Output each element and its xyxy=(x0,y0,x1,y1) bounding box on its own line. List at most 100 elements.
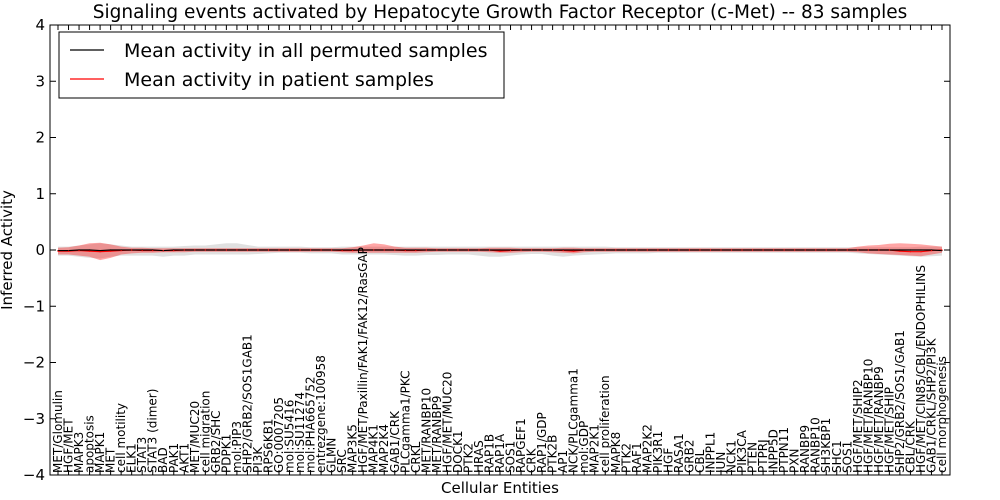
x-tick-label: HGF/MET/MUC20 xyxy=(440,372,454,473)
x-tick-label: RPS6KB1 xyxy=(261,418,275,473)
data-point xyxy=(246,249,249,251)
x-tick-label: GLMN xyxy=(325,438,339,473)
data-point xyxy=(267,249,270,251)
data-point xyxy=(657,249,659,251)
data-point xyxy=(920,249,922,251)
y-axis-label: Inferred Activity xyxy=(0,190,16,310)
data-point xyxy=(99,251,101,253)
x-tick-label: SHP2/GRB2/SOS1/GAB1 xyxy=(893,330,907,473)
data-point xyxy=(236,249,238,251)
data-point xyxy=(383,249,385,251)
x-tick-label: GO:0007205 xyxy=(272,397,286,473)
x-tick-label: PIK3R1 xyxy=(651,431,665,473)
x-tick-label: entrezgene:100958 xyxy=(314,355,328,473)
data-point xyxy=(152,249,154,252)
data-point xyxy=(688,249,691,251)
y-axis: −4 −3 −2 −1 0 1 2 3 4 xyxy=(23,16,950,484)
y-tick-label: 0 xyxy=(35,241,45,259)
x-tick-label: SHC1 xyxy=(830,440,844,473)
data-point xyxy=(341,249,343,252)
x-tick-label: mol:SU11274 xyxy=(293,392,307,473)
x-tick-label: RAP1B xyxy=(482,434,496,473)
data-point xyxy=(930,249,933,252)
data-point xyxy=(594,249,596,251)
x-tick-label: MAP2K4 xyxy=(377,424,391,473)
data-point xyxy=(520,249,522,251)
data-point xyxy=(730,249,733,251)
data-point xyxy=(215,249,217,251)
x-tick-label: RASA1 xyxy=(672,433,686,473)
data-point xyxy=(120,249,122,252)
x-tick-label: CBL/CRK xyxy=(903,420,917,473)
x-tick-label: DOCK1 xyxy=(451,430,465,473)
chart-title: Signaling events activated by Hepatocyte… xyxy=(93,2,908,23)
data-point xyxy=(141,249,143,252)
data-point xyxy=(541,249,543,251)
data-point xyxy=(88,250,91,252)
x-tick-label: GRB2 xyxy=(682,439,696,473)
y-tick-label: −3 xyxy=(23,410,45,428)
x-tick-label: MAPK3 xyxy=(72,432,86,473)
x-tick-label: CRKL xyxy=(409,441,423,473)
x-tick-label: MAP2K1 xyxy=(588,424,602,473)
data-point xyxy=(299,249,301,251)
x-axis-label: Cellular Entities xyxy=(441,479,559,497)
x-axis: MET/GlomulinHGF/METMAPK3apoptosisMAPK1ME… xyxy=(51,25,949,475)
data-point xyxy=(309,249,312,251)
data-point xyxy=(225,249,227,251)
x-tick-label: MAPK1 xyxy=(93,432,107,473)
x-tick-label: HGF xyxy=(661,448,675,473)
x-tick-label: cell morphogenesis xyxy=(935,356,949,473)
x-tick-label: mol:PHA665752 xyxy=(304,376,318,473)
data-point xyxy=(678,249,680,251)
data-point xyxy=(131,249,133,251)
x-tick-label: MAP4K1 xyxy=(367,424,381,473)
x-tick-label: INPP5D xyxy=(767,429,781,473)
data-point xyxy=(878,249,880,251)
data-point xyxy=(499,250,501,252)
x-tick-label: HGF/MET/SHIP2 xyxy=(851,379,865,473)
data-point xyxy=(573,249,575,251)
data-point xyxy=(783,249,785,251)
x-tick-label: INPPL1 xyxy=(703,432,717,473)
x-tick-label: GAB1/CRKL/SHP2/PI3K xyxy=(924,337,938,473)
data-point xyxy=(888,249,890,251)
x-tick-label: PTK2 xyxy=(461,443,475,473)
x-tick-label: BAD xyxy=(156,447,170,473)
x-tick-label: HGF/MET/RANBP9 xyxy=(872,366,886,473)
data-point xyxy=(804,249,806,251)
x-tick-label: PTPN11 xyxy=(777,427,791,473)
data-point xyxy=(457,249,459,251)
data-point xyxy=(815,249,817,251)
data-point xyxy=(78,249,80,252)
data-point xyxy=(331,249,333,251)
x-tick-label: NCK1 xyxy=(725,440,739,473)
y-tick-label: −2 xyxy=(23,354,45,372)
data-point xyxy=(625,249,627,251)
data-point xyxy=(867,249,869,251)
data-point xyxy=(583,249,585,251)
data-point xyxy=(173,249,175,252)
legend-label-patient: Mean activity in patient samples xyxy=(124,69,434,91)
x-tick-label: HGF/MET/Paxillin/FAK1/FAK12/RasGAP xyxy=(356,247,370,473)
data-point xyxy=(425,249,427,251)
data-point xyxy=(899,250,901,252)
x-tick-label: cell motility xyxy=(114,403,128,473)
data-point xyxy=(562,249,564,252)
data-point xyxy=(352,249,354,252)
x-tick-label: mol:GDP xyxy=(577,421,591,473)
data-point xyxy=(509,249,512,252)
x-tick-label: PIK3CA xyxy=(735,429,749,473)
x-tick-label: PXN xyxy=(788,449,802,473)
x-tick-label: apoptosis xyxy=(83,415,97,473)
x-tick-label: GRB2/SHC xyxy=(209,410,223,473)
data-point xyxy=(478,249,480,251)
data-point xyxy=(836,249,838,251)
x-tick-label: ELK1 xyxy=(125,443,139,473)
x-tick-label: SOS1 xyxy=(504,441,518,473)
x-tick-label: AP1 xyxy=(556,450,570,473)
data-point xyxy=(573,250,575,252)
data-point xyxy=(88,249,91,251)
data-point xyxy=(415,249,417,252)
x-tick-label: STAT3 (dimer) xyxy=(146,389,160,473)
